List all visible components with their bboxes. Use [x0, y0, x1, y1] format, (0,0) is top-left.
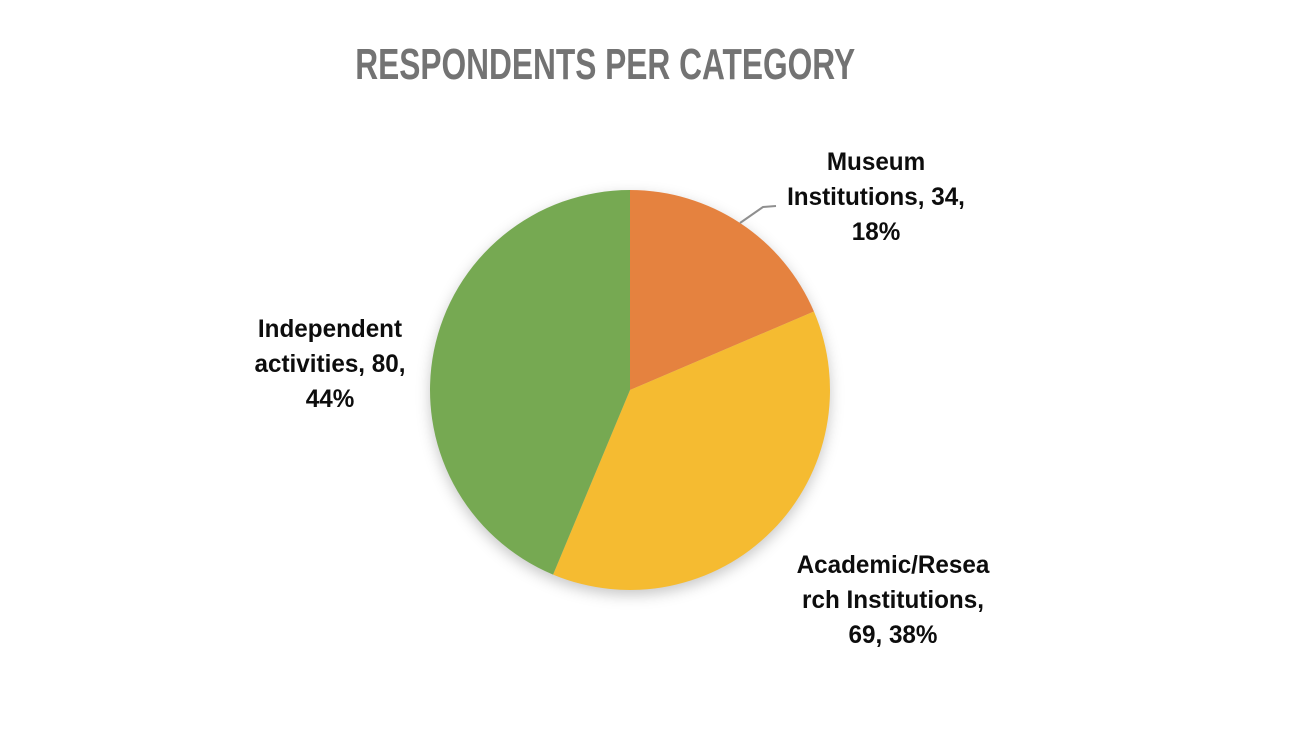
pie-slice-academic-research-institutions: [553, 311, 830, 590]
data-label-line: Academic/Resea: [796, 551, 990, 579]
data-label-line: Museum: [826, 148, 926, 176]
chart-title-wrap: RESPONDENTS PER CATEGORY: [0, 40, 1210, 90]
pie-slice-museum-institutions: [630, 190, 814, 390]
data-label-line: 69, 38%: [848, 621, 938, 649]
data-label-museum-institutions: Museum Institutions, 34, 18%: [731, 145, 1022, 250]
pie-slice-independent-activities: [430, 190, 630, 575]
data-label-line: Institutions, 34,: [787, 183, 965, 211]
data-label-academic-research-institutions: Academic/Resea rch Institutions, 69, 38%: [738, 548, 1048, 653]
pie-chart: [430, 190, 830, 590]
data-label-line: 18%: [851, 218, 901, 246]
data-label-line: Independent: [257, 315, 403, 343]
chart-title: RESPONDENTS PER CATEGORY: [355, 40, 855, 89]
pie-slices: [430, 190, 830, 590]
data-label-independent-activities: Independent activities, 80, 44%: [185, 312, 476, 417]
data-label-line: rch Institutions,: [802, 586, 984, 614]
museum-label-leader-line: [739, 205, 777, 224]
data-label-line: activities, 80,: [254, 350, 406, 378]
data-label-line: 44%: [305, 385, 355, 413]
